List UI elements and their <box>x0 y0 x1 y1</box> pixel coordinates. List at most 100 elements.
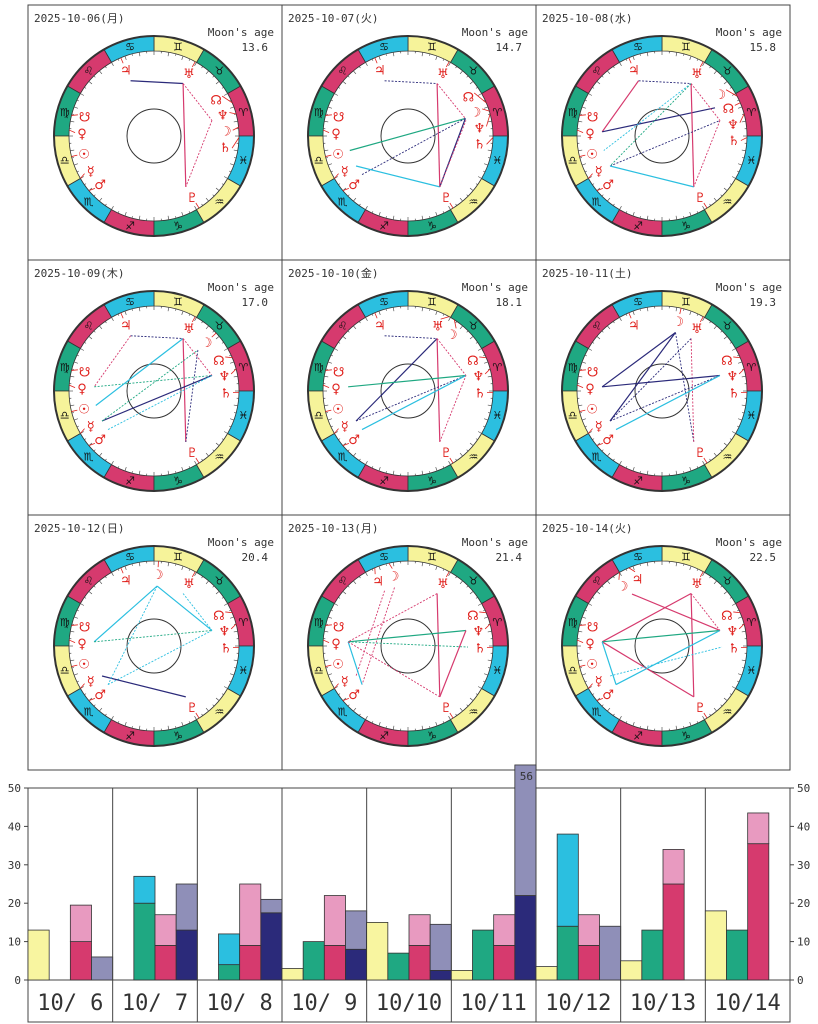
degree-tick <box>483 673 488 676</box>
degree-tick <box>469 591 474 595</box>
degree-tick <box>93 449 96 452</box>
zodiac-sign-icon: ♍ <box>568 616 578 629</box>
bar-pink-1 <box>154 914 177 946</box>
degree-tick <box>646 215 649 220</box>
zodiac-sign-icon: ♋ <box>125 296 135 309</box>
bar-yellow-4 <box>366 922 389 981</box>
chart-date: 2025-10-07(火) <box>288 12 378 25</box>
y-tick-label-left: 50 <box>8 782 21 795</box>
planet-pointer <box>388 562 393 569</box>
degree-tick <box>353 197 357 202</box>
degree-tick <box>371 721 374 724</box>
planet-pointer <box>445 61 450 68</box>
degree-tick <box>741 659 746 662</box>
y-tick-label-right: 40 <box>797 820 810 833</box>
degree-tick <box>731 348 736 351</box>
planet-pointer <box>225 611 233 614</box>
degree-tick <box>181 211 184 216</box>
degree-tick <box>76 680 79 683</box>
planet-pointer <box>195 457 200 464</box>
degree-tick <box>99 707 103 712</box>
degree-tick <box>579 113 582 115</box>
degree-tick <box>131 471 133 474</box>
planet-Ma-icon: ♂ <box>602 433 614 448</box>
degree-tick <box>371 568 374 571</box>
planet-pointer <box>221 95 233 104</box>
planet-pointer <box>229 112 237 115</box>
aspect-line <box>609 375 721 422</box>
degree-tick <box>435 466 438 471</box>
degree-tick <box>74 163 79 166</box>
planet-Pl-icon: ♇ <box>440 701 452 716</box>
degree-tick <box>723 591 728 595</box>
degree-tick <box>358 203 361 206</box>
degree-tick <box>625 466 628 469</box>
planet-Sn-icon: ☋ <box>587 621 599 636</box>
degree-tick <box>639 471 641 474</box>
planet-Me-icon: ☿ <box>595 674 603 689</box>
planet-Ve-icon: ♀ <box>77 637 87 652</box>
degree-tick <box>619 460 622 465</box>
degree-tick <box>104 66 107 69</box>
zodiac-sign-icon: ♈ <box>492 106 502 119</box>
horoscope-wheel-2025-10-08: 2025-10-08(水) Moon's age 15.8 ♈ ♉ ♊ ♋ ♌ ♍ ♎ ♏ ♐ ♑ ♒ ♓ ☉… <box>542 12 782 237</box>
planet-Pl-icon: ♇ <box>440 446 452 461</box>
planet-Ju-icon: ♃ <box>120 64 132 79</box>
degree-tick <box>328 361 333 364</box>
degree-tick <box>111 317 114 322</box>
degree-tick <box>80 93 85 96</box>
degree-tick <box>713 580 717 585</box>
aspect-line <box>609 165 694 188</box>
aspect-line <box>93 335 131 388</box>
aspect-line <box>355 590 385 677</box>
degree-tick <box>223 686 228 689</box>
bar-pink-4 <box>408 914 431 946</box>
degree-tick <box>385 216 387 219</box>
planet-Mo-icon: ☽ <box>220 125 232 140</box>
degree-tick <box>70 659 75 662</box>
degree-tick <box>723 697 728 701</box>
degree-tick <box>435 566 438 571</box>
planet-pointer <box>579 154 586 157</box>
chart-date: 2025-10-14(火) <box>542 522 632 535</box>
degree-tick <box>584 609 587 612</box>
aspect-bar-chart: 0 0 10 10 20 20 30 30 40 40 50 50 10/ 6 10/ 7 10/ 8 10/… <box>8 764 810 1023</box>
planet-Ur-icon: ♅ <box>691 67 703 82</box>
degree-tick <box>325 113 328 115</box>
planet-Ma-icon: ♂ <box>348 178 360 193</box>
degree-tick <box>342 591 347 595</box>
degree-tick <box>181 56 184 61</box>
zodiac-sign-icon: ♍ <box>314 616 324 629</box>
planet-Su-icon: ☉ <box>586 657 598 672</box>
degree-tick <box>71 157 74 159</box>
degree-tick <box>347 330 350 333</box>
degree-tick <box>131 726 133 729</box>
aspect-line <box>601 641 695 698</box>
degree-tick <box>702 572 705 577</box>
zodiac-sign-icon: ♏ <box>338 450 348 463</box>
planet-Ma-icon: ♂ <box>94 688 106 703</box>
degree-tick <box>221 693 224 696</box>
degree-tick <box>188 466 191 469</box>
degree-tick <box>84 86 87 89</box>
aspect-line <box>602 629 721 643</box>
degree-tick <box>675 725 678 730</box>
planet-Pl-icon: ♇ <box>694 446 706 461</box>
degree-tick <box>324 120 329 123</box>
zodiac-sign-icon: ♓ <box>492 154 502 167</box>
degree-tick <box>188 313 191 316</box>
planet-Ne-icon: ♆ <box>218 369 230 384</box>
planet-Sa-icon: ♄ <box>220 641 232 656</box>
degree-tick <box>76 170 79 173</box>
degree-tick <box>487 149 492 152</box>
degree-tick <box>328 673 333 676</box>
planet-pointer <box>334 428 339 434</box>
degree-tick <box>325 157 328 159</box>
degree-tick <box>201 66 204 69</box>
degree-tick <box>358 66 361 69</box>
planet-Me-icon: ☿ <box>341 674 349 689</box>
degree-tick <box>709 576 712 579</box>
zodiac-sign-icon: ♎ <box>568 409 578 422</box>
planet-pointer <box>596 188 604 192</box>
degree-tick <box>487 120 492 123</box>
